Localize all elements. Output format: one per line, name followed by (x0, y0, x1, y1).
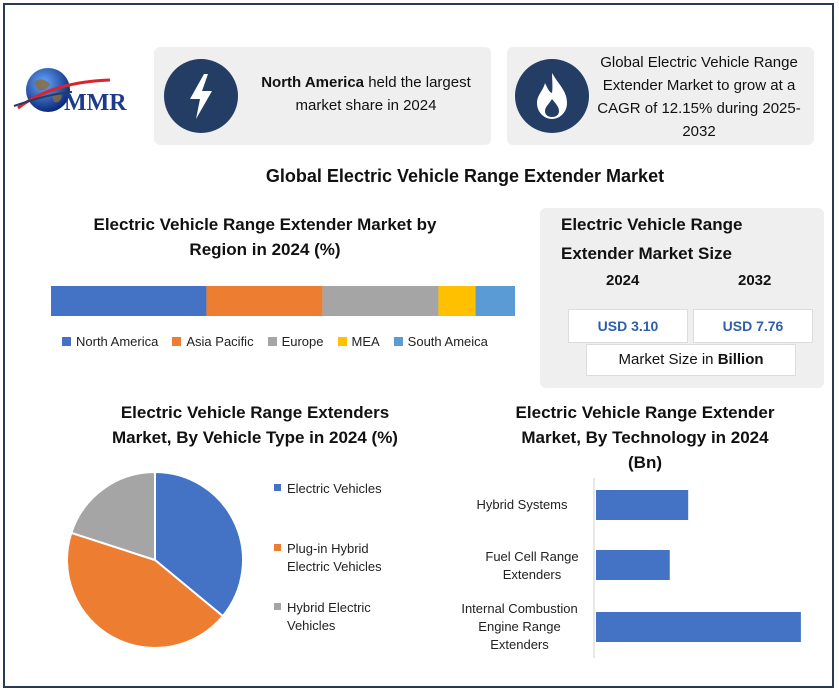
region-bar-segment-north-america (51, 286, 207, 316)
market-size-footer-unit: Billion (717, 351, 764, 368)
region-bar-segment-europe (322, 286, 439, 316)
highlight-region-rest: held the largest market share in 2024 (295, 74, 471, 114)
highlight-card-cagr: Global Electric Vehicle Range Extender M… (507, 47, 814, 145)
region-chart-title: Electric Vehicle Range Extender Market b… (93, 215, 437, 259)
pie-legend-swatch-plugin (274, 544, 281, 551)
highlight-region-bold: North America (261, 74, 365, 91)
region-legend-label: North America (76, 334, 159, 349)
pie-legend-hybrid: Hybrid Electric Vehicles (274, 599, 394, 635)
region-stacked-bar (51, 286, 515, 316)
vehicle-type-chart-title: Electric Vehicle Range Extenders Market,… (112, 403, 398, 447)
flame-icon (537, 73, 567, 119)
region-legend-label: MEA (351, 334, 380, 349)
globe-icon (13, 68, 111, 112)
region-legend-item-asia-pacific: Asia Pacific (172, 334, 254, 349)
pie-legend-label-plugin: Plug-in Hybrid Electric Vehicles (287, 541, 382, 574)
logo-text: MMR (64, 90, 127, 116)
market-size-panel: Electric Vehicle Range Extender Market S… (540, 208, 824, 388)
pie-legend-label-electric: Electric Vehicles (287, 481, 382, 496)
highlight-card-region: North America held the largest market sh… (154, 47, 491, 145)
region-legend-item-mea: MEA (337, 334, 380, 349)
region-legend-label: South Ameica (407, 334, 488, 349)
region-legend-swatch (267, 337, 277, 346)
highlight-cagr-text: Global Electric Vehicle Range Extender M… (597, 54, 801, 140)
technology-bar-hybrid-systems (596, 490, 689, 520)
market-size-footer: Market Size in Billion (586, 344, 796, 376)
region-bar-segment-mea (438, 286, 476, 316)
pie-slice-electric-vehicles (154, 470, 244, 618)
market-size-year-2032: 2032 (738, 272, 772, 289)
tech-label-fuel-cell: Fuel Cell Range Extenders (485, 549, 579, 582)
vehicle-type-pie (66, 470, 244, 649)
technology-bar-chart (593, 478, 801, 658)
tech-label-hybrid: Hybrid Systems (476, 497, 568, 512)
pie-legend-electric: Electric Vehicles (274, 480, 414, 498)
region-legend-swatch (337, 337, 347, 346)
highlight-region-text: North America held the largest market sh… (252, 71, 480, 117)
market-size-value-2032: USD 7.76 (693, 309, 813, 343)
region-legend-item-north-america: North America (62, 334, 158, 349)
region-legend-item-south-ameica: South Ameica (393, 334, 488, 349)
pie-legend-swatch-hybrid (274, 603, 281, 610)
mmr-logo: MMR (12, 64, 142, 124)
region-legend-label: Asia Pacific (186, 334, 254, 349)
pie-legend-plugin: Plug-in Hybrid Electric Vehicles (274, 540, 404, 576)
market-size-value-2024: USD 3.10 (568, 309, 688, 343)
infographic-frame (3, 3, 834, 688)
region-legend-swatch (393, 337, 403, 346)
region-bar-segment-south-ameica (475, 286, 515, 316)
region-legend: North America Asia Pacific Europe MEA South … (62, 334, 522, 349)
region-legend-item-europe: Europe (267, 334, 324, 349)
region-legend-swatch (62, 337, 71, 346)
main-title: Global Electric Vehicle Range Extender M… (265, 166, 665, 186)
flame-icon-circle (515, 59, 589, 133)
technology-bar-internal-combustion-engine-range-extenders (596, 612, 801, 642)
pie-slice-plug-in-hybrid-electric-vehicles (66, 531, 225, 649)
pie-legend-label-hybrid: Hybrid Electric Vehicles (287, 600, 371, 633)
tech-label-ice: Internal Combustion Engine Range Extende… (461, 601, 578, 652)
technology-chart-title: Electric Vehicle Range Extender Market, … (515, 403, 775, 472)
market-size-footer-prefix: Market Size in (618, 351, 718, 368)
lightning-icon (190, 74, 212, 119)
market-size-year-2024: 2024 (606, 272, 640, 289)
region-legend-swatch (172, 337, 182, 346)
market-size-title: Electric Vehicle Range Extender Market S… (561, 215, 743, 263)
technology-bar-fuel-cell-range-extenders (596, 550, 670, 580)
pie-legend-swatch-electric (274, 484, 281, 491)
region-legend-label: Europe (281, 334, 324, 349)
pie-slice-hybrid-electric-vehicles (70, 470, 156, 562)
lightning-icon-circle (164, 59, 238, 133)
region-bar-segment-asia-pacific (206, 286, 323, 316)
